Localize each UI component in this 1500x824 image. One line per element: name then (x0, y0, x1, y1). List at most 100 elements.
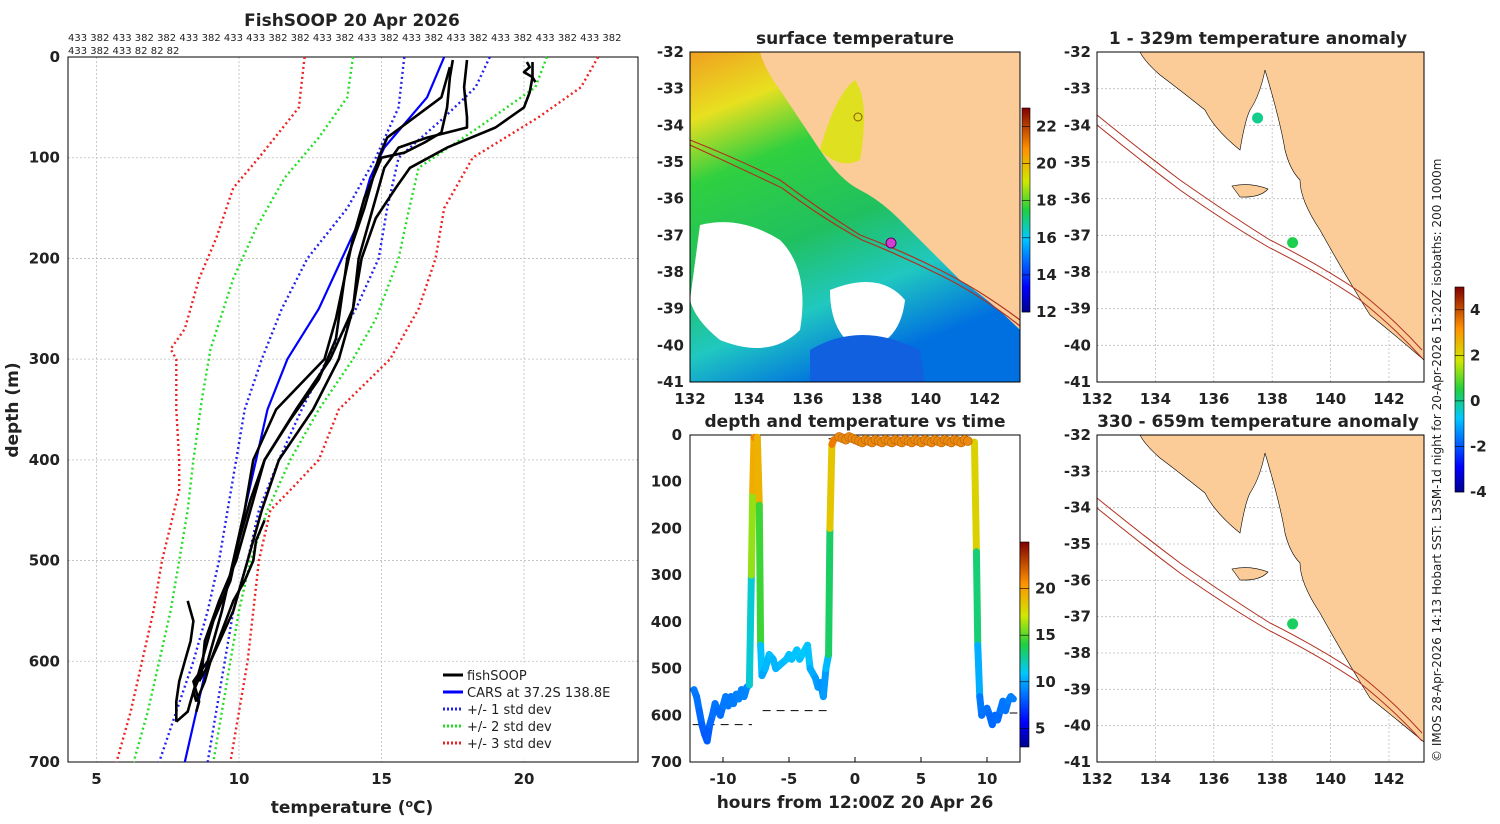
anomaly-deep-panel: 330 - 659m temperature anomaly 132 134 136… (1064, 412, 1425, 788)
anomaly-shallow-y-tick: -40 (1064, 336, 1091, 354)
depth-time-y-tick: 600 (651, 706, 682, 724)
depth-time-track-segment (755, 501, 765, 649)
depth-time-reference-lines (692, 438, 1018, 726)
depth-time-y-tick: 500 (651, 660, 682, 678)
anomaly-point (1287, 618, 1299, 630)
legend-std2: +/- 2 std dev (467, 720, 552, 735)
profile-line-fishsoop (195, 519, 266, 703)
depth-time-colorbar-ticks: 5 10 15 20 (1020, 580, 1056, 737)
profile-x-tick: 10 (229, 770, 250, 788)
sst-gulf (820, 80, 864, 164)
anomaly-deep-x-tick: 136 (1198, 770, 1229, 788)
profile-line-fishsoop (522, 61, 537, 83)
depth-time-track-segment (819, 665, 830, 701)
depth-time-track-segment (825, 524, 834, 659)
profile-line-fishsoop (197, 62, 534, 683)
anomaly-deep-x-tick: 134 (1140, 770, 1171, 788)
anomaly-point (1252, 112, 1264, 124)
depth-time-track-segment (745, 571, 755, 689)
sst-x-tick: 138 (851, 390, 882, 408)
anomaly-deep-axes (1096, 434, 1425, 763)
anomaly-shallow-axes (1096, 51, 1425, 383)
sst-y-tick: -34 (657, 116, 684, 134)
sst-y-tick: -38 (657, 263, 684, 281)
sst-title: surface temperature (756, 29, 954, 49)
depth-time-x-tick: 10 (977, 770, 998, 788)
anomaly-shallow-x-tick: 140 (1315, 390, 1346, 408)
depth-time-track-segment (828, 436, 838, 448)
profile-header-row-2: 433 382 433 82 82 82 (68, 46, 179, 57)
depth-time-x-tick: 0 (850, 770, 860, 788)
profile-y-tick: 500 (29, 552, 60, 570)
profile-title: FishSOOP 20 Apr 2026 (244, 11, 460, 31)
sst-colorbar (1021, 107, 1031, 313)
depth-time-y-tick: 200 (651, 519, 682, 537)
anomaly-shallow-land (1139, 51, 1425, 361)
depth-time-y-tick: 700 (651, 753, 682, 771)
profile-grid (68, 56, 638, 763)
sst-land (760, 52, 1020, 330)
profile-panel: FishSOOP 20 Apr 2026 433 382 433 382 382… (3, 11, 639, 818)
depth-time-x-tick: -5 (781, 770, 798, 788)
depth-time-x-tick: 5 (916, 770, 926, 788)
sst-gulf-marker (853, 112, 863, 122)
anomaly-shallow-y-tick: -38 (1064, 263, 1091, 281)
profile-x-tick: 20 (514, 770, 535, 788)
legend-std1: +/- 1 std dev (467, 703, 552, 718)
anomaly-shallow-y-tick: -41 (1064, 373, 1091, 391)
anomaly-deep-land (1139, 434, 1425, 743)
anomaly-deep-isobath (1096, 507, 1423, 742)
anomaly-shallow-x-tick: 138 (1257, 390, 1288, 408)
profile-ylabel: depth (m) (3, 362, 23, 457)
profile-line--1-std (158, 56, 406, 763)
depth-time-colorbar-label: 10 (1035, 673, 1056, 691)
depth-time-axes (689, 434, 1021, 763)
anomaly-shallow-y-tick: -35 (1064, 153, 1091, 171)
sst-y-tick: -40 (657, 336, 684, 354)
anomaly-colorbar-ticks: 4 2 0 -2 -4 (1455, 301, 1487, 501)
anomaly-shallow-y-tick: -39 (1064, 300, 1091, 318)
anomaly-shallow-y-tick: -32 (1064, 43, 1091, 61)
anomaly-colorbar (1454, 286, 1465, 493)
depth-time-y-tick: 400 (651, 613, 682, 631)
sst-colorbar-label: 18 (1036, 192, 1057, 210)
depth-time-track-segment (972, 548, 982, 649)
sst-x-tick: 140 (910, 390, 941, 408)
depth-time-colorbar (1019, 541, 1030, 748)
depth-time-track-segment (749, 433, 758, 495)
profile-y-tick: 200 (29, 249, 60, 267)
anomaly-deep-x-tick: 132 (1081, 770, 1112, 788)
profile-series (115, 56, 600, 763)
anomaly-deep-x-tick: 138 (1257, 770, 1288, 788)
sst-isobath-200 (689, 139, 1021, 321)
depth-time-track-segment (970, 438, 980, 556)
anomaly-deep-y-tick: -33 (1064, 462, 1091, 480)
depth-time-panel: depth and temperature vs time -10 -5 0 5 100… (651, 412, 1056, 813)
sst-fishing-location (885, 237, 897, 249)
anomaly-shallow-y-tick: -33 (1064, 80, 1091, 98)
depth-time-track-segment (747, 487, 757, 579)
profile-x-tick: 15 (371, 770, 392, 788)
anomaly-shallow-island (1231, 184, 1269, 198)
sst-y-tick: -36 (657, 190, 684, 208)
sst-y-tick: -39 (657, 300, 684, 318)
profile-line-fishsoop (175, 600, 195, 722)
sst-colorbar-ticks: 12 14 16 18 20 22 (1022, 118, 1057, 321)
sst-y-tick: -33 (657, 80, 684, 98)
sst-cloud-patch (830, 282, 905, 350)
anomaly-shallow-isobath (1096, 114, 1423, 351)
anomaly-shallow-points (1252, 112, 1299, 249)
anomaly-colorbar-label: 2 (1470, 346, 1480, 364)
depth-time-track-segment (826, 440, 836, 532)
depth-time-track-segment (753, 433, 763, 509)
profile-line-fishsoop (192, 59, 469, 702)
profile-legend: fishSOOP CARS at 37.2S 138.8E +/- 1 std … (437, 662, 635, 759)
legend-std3: +/- 3 std dev (467, 737, 552, 752)
depth-time-title: depth and temperature vs time (705, 412, 1006, 432)
depth-time-y-tick: 300 (651, 566, 682, 584)
anomaly-colorbar-label: -4 (1470, 483, 1487, 501)
anomaly-shallow-x-tick: 136 (1198, 390, 1229, 408)
sst-y-tick: -37 (657, 226, 684, 244)
sst-colorbar-label: 14 (1036, 266, 1057, 284)
depth-time-y-tick: 100 (651, 473, 682, 491)
